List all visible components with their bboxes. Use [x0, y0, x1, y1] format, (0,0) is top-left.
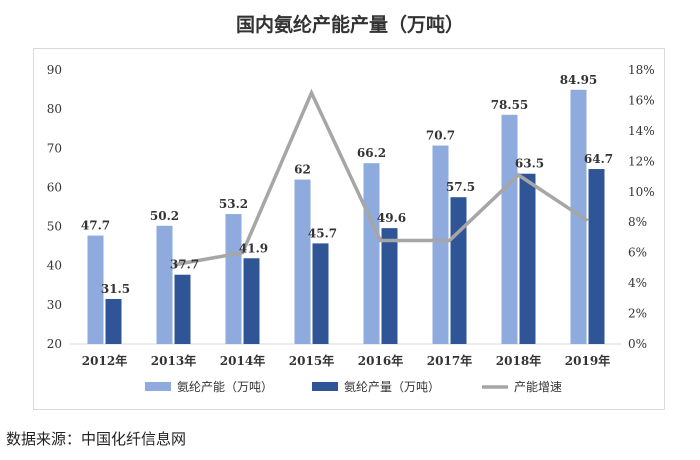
- capacity-bar: [432, 145, 449, 344]
- labels-layer: 47.7 31.5 50.2 37.7 53.2 41.9 62 45.7 66.2 49.6 70…: [81, 73, 613, 296]
- capacity-bar: [570, 89, 587, 344]
- production-bar: [588, 169, 605, 344]
- x-tick-label: 2012年: [82, 353, 127, 368]
- x-tick-label: 2018年: [496, 353, 541, 368]
- production-bar: [519, 173, 536, 344]
- capacity-bar: [156, 225, 173, 344]
- capacity-data-label: 53.2: [219, 197, 248, 211]
- capacity-bar: [363, 163, 380, 344]
- y-left-tick-label: 20: [47, 337, 62, 351]
- chart-title: 国内氨纶产能产量（万吨）: [235, 14, 464, 36]
- production-data-label: 49.6: [377, 211, 406, 225]
- legend-production: 氨纶产量（万吨）: [312, 380, 440, 394]
- production-bar: [381, 228, 398, 344]
- production-bar: [450, 197, 467, 344]
- capacity-data-label: 62: [294, 163, 311, 177]
- y-right-tick-label: 10%: [628, 185, 655, 199]
- capacity-bar: [87, 235, 104, 344]
- y-left-tick-label: 80: [47, 102, 62, 116]
- y-left-tick-label: 70: [47, 141, 62, 155]
- production-data-label: 37.7: [170, 258, 199, 272]
- y-left-tick-label: 50: [47, 220, 62, 234]
- y-right-tick-label: 0%: [628, 337, 647, 351]
- capacity-bar: [294, 179, 311, 344]
- line-layer: [173, 88, 589, 267]
- x-tick-label: 2019年: [565, 353, 610, 368]
- capacity-bar: [501, 114, 518, 344]
- production-data-label: 57.5: [446, 180, 475, 194]
- y-right-tick-label: 8%: [628, 215, 647, 229]
- production-data-label: 64.7: [584, 152, 613, 166]
- y-right-tick-label: 14%: [628, 124, 655, 138]
- source-note: 数据来源：中国化纤信息网: [6, 430, 187, 448]
- x-tick-label: 2013年: [151, 353, 196, 368]
- x-tick-label: 2016年: [358, 353, 403, 368]
- y-right-tick-label: 18%: [628, 63, 655, 77]
- capacity-data-label: 50.2: [150, 209, 179, 223]
- x-tick-label: 2017年: [427, 353, 472, 368]
- capacity-data-label: 78.55: [491, 98, 529, 112]
- y-left-tick-label: 30: [47, 298, 62, 312]
- legend-swatch: [312, 382, 338, 391]
- production-bar: [243, 258, 260, 344]
- capacity-data-label: 70.7: [426, 129, 455, 143]
- growth-rate-line: [173, 88, 589, 267]
- axes-layer: 20 30 40 50 60 70 80 90 0% 2% 4% 6% 8% 10% 12% 14% 16% 18…: [47, 63, 655, 368]
- legend-growth: 产能增速: [482, 380, 562, 394]
- y-left-tick-label: 60: [47, 180, 62, 194]
- y-right-tick-label: 12%: [628, 154, 655, 168]
- y-right-tick-label: 6%: [628, 246, 647, 260]
- chart-svg: 20 30 40 50 60 70 80 90 0% 2% 4% 6% 8% 10% 12% 14% 16% 18…: [47, 63, 655, 394]
- y-right-tick-label: 4%: [628, 276, 647, 290]
- legend-swatch: [145, 382, 171, 391]
- production-data-label: 45.7: [308, 226, 337, 240]
- legend: 氨纶产能（万吨） 氨纶产量（万吨） 产能增速: [145, 380, 562, 394]
- legend-capacity: 氨纶产能（万吨）: [145, 380, 273, 394]
- production-data-label: 31.5: [101, 282, 130, 296]
- capacity-data-label: 47.7: [81, 219, 110, 233]
- production-bar: [105, 298, 122, 344]
- y-left-tick-label: 90: [47, 63, 62, 77]
- legend-label: 氨纶产量（万吨）: [344, 380, 440, 394]
- legend-label: 氨纶产能（万吨）: [177, 380, 273, 394]
- production-bar: [174, 274, 191, 344]
- legend-label: 产能增速: [514, 380, 562, 394]
- bars-layer: [87, 89, 605, 344]
- y-right-tick-label: 16%: [628, 93, 655, 107]
- capacity-bar: [225, 214, 242, 344]
- production-data-label: 63.5: [515, 157, 544, 171]
- chart-frame: 20 30 40 50 60 70 80 90 0% 2% 4% 6% 8% 10% 12% 14% 16% 18…: [33, 48, 665, 410]
- production-bar: [312, 243, 329, 344]
- y-left-tick-label: 40: [47, 259, 62, 273]
- capacity-data-label: 66.2: [357, 146, 386, 160]
- x-tick-label: 2015年: [289, 353, 334, 368]
- capacity-data-label: 84.95: [560, 73, 598, 87]
- y-right-tick-label: 2%: [628, 307, 647, 321]
- production-data-label: 41.9: [239, 241, 268, 255]
- x-tick-label: 2014年: [220, 353, 265, 368]
